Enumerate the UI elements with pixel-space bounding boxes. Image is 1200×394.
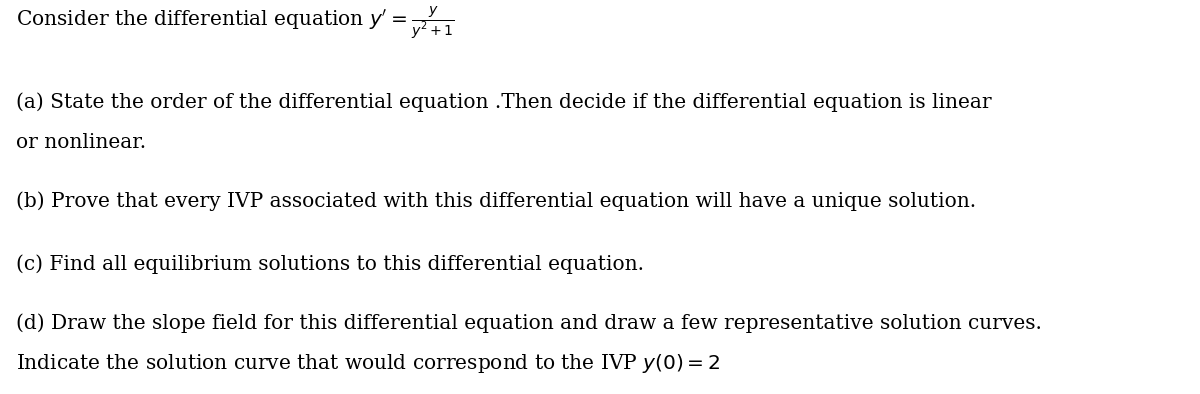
Text: or nonlinear.: or nonlinear. (16, 133, 145, 152)
Text: Indicate the solution curve that would correspond to the IVP $y(0) = 2$: Indicate the solution curve that would c… (16, 352, 720, 375)
Text: (a) State the order of the differential equation .Then decide if the differentia: (a) State the order of the differential … (16, 93, 991, 112)
Text: (b) Prove that every IVP associated with this differential equation will have a : (b) Prove that every IVP associated with… (16, 191, 976, 211)
Text: Consider the differential equation $y' = \frac{y}{y^2+1}$: Consider the differential equation $y' =… (16, 4, 455, 41)
Text: (d) Draw the slope field for this differential equation and draw a few represent: (d) Draw the slope field for this differ… (16, 313, 1042, 333)
Text: (c) Find all equilibrium solutions to this differential equation.: (c) Find all equilibrium solutions to th… (16, 254, 643, 274)
